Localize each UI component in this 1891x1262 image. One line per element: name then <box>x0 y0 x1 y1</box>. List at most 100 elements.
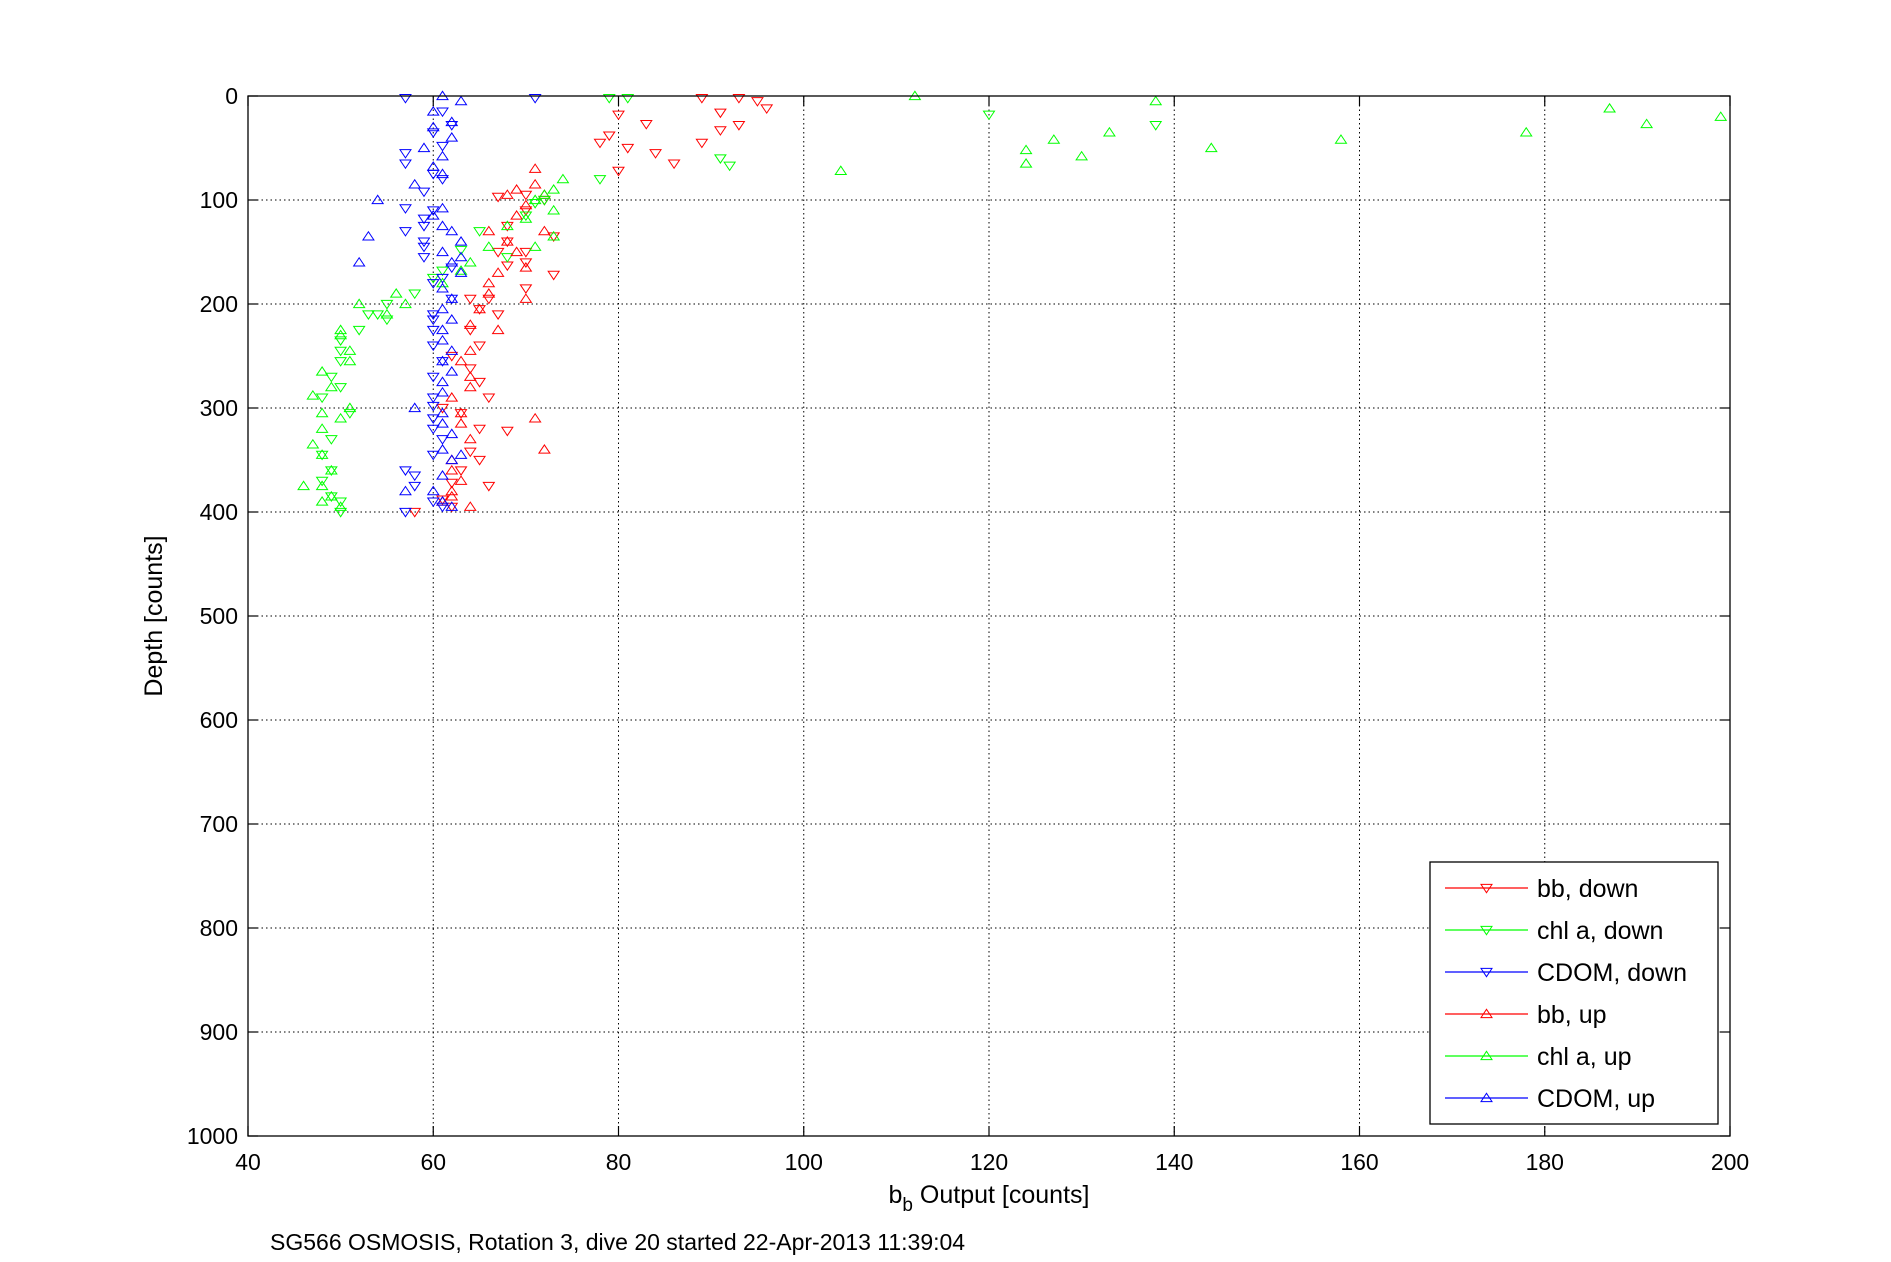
data-point <box>612 110 625 121</box>
data-point <box>343 345 357 355</box>
data-point <box>713 154 727 164</box>
data-point <box>445 478 459 489</box>
data-point <box>436 376 449 387</box>
x-tick-label: 140 <box>1155 1149 1193 1175</box>
x-tick-label: 120 <box>970 1149 1008 1175</box>
data-point <box>519 213 533 223</box>
data-point <box>1519 126 1533 137</box>
data-point <box>445 464 459 475</box>
data-point <box>352 298 366 309</box>
data-point <box>334 357 348 367</box>
data-point <box>454 449 468 459</box>
legend-marker <box>1480 925 1493 936</box>
data-point <box>399 204 412 214</box>
data-point <box>482 241 496 251</box>
data-point <box>334 329 348 340</box>
data-point <box>315 480 329 491</box>
y-tick-label: 900 <box>200 1019 238 1045</box>
data-point <box>454 475 468 485</box>
data-point <box>334 497 348 508</box>
y-tick-label: 600 <box>200 707 238 733</box>
data-point <box>352 256 366 267</box>
data-point <box>445 351 459 362</box>
legend-marker <box>1480 967 1493 978</box>
data-point <box>834 165 848 175</box>
data-point <box>482 288 496 298</box>
data-point <box>436 150 449 161</box>
data-point <box>463 294 477 305</box>
data-point <box>426 485 440 496</box>
data-point <box>324 466 338 476</box>
data-point <box>426 414 440 424</box>
data-point <box>454 409 468 419</box>
data-point <box>519 262 533 272</box>
data-point <box>343 402 357 413</box>
data-point <box>324 435 338 445</box>
data-point <box>695 94 709 104</box>
data-point <box>389 288 403 298</box>
data-point <box>436 168 449 179</box>
data-point <box>519 247 533 258</box>
data-point <box>463 325 477 336</box>
data-point <box>454 245 468 256</box>
y-tick-label: 500 <box>200 603 238 629</box>
data-point <box>537 225 551 236</box>
data-point <box>445 294 459 305</box>
data-point <box>306 438 320 449</box>
data-point <box>473 305 486 315</box>
data-point <box>982 110 996 121</box>
data-point <box>343 409 357 419</box>
x-tick-label: 100 <box>785 1149 823 1175</box>
data-point <box>454 355 468 366</box>
data-point <box>445 501 459 511</box>
data-point <box>324 381 338 392</box>
data-point <box>732 121 746 131</box>
data-point <box>510 184 524 194</box>
series <box>315 94 1163 518</box>
data-point <box>445 293 459 303</box>
data-point <box>482 393 496 404</box>
data-point <box>426 273 440 284</box>
data-point <box>343 355 357 366</box>
data-point <box>297 480 311 491</box>
data-point <box>537 189 551 199</box>
data-point <box>426 497 440 508</box>
x-axis-label-subscript: b <box>902 1195 913 1216</box>
x-axis-label-base: b <box>889 1181 903 1209</box>
data-point <box>751 97 764 107</box>
data-point <box>556 173 570 184</box>
data-point <box>436 334 449 345</box>
y-axis-label: Depth [counts] <box>140 535 168 696</box>
chart-caption: SG566 OSMOSIS, Rotation 3, dive 20 start… <box>270 1229 965 1255</box>
data-point <box>445 116 459 127</box>
data-point <box>463 256 477 267</box>
data-point <box>454 267 468 277</box>
data-point <box>528 194 542 205</box>
data-point <box>519 211 533 222</box>
y-tick-label: 300 <box>200 395 238 421</box>
data-point <box>436 202 449 213</box>
legend-label: chl a, up <box>1537 1043 1632 1071</box>
data-point <box>1019 144 1033 155</box>
data-point <box>445 490 459 501</box>
data-point <box>436 303 449 314</box>
data-point <box>334 383 348 393</box>
data-point <box>713 108 727 119</box>
data-point <box>436 355 449 366</box>
legend-label: CDOM, up <box>1537 1085 1655 1113</box>
data-point <box>639 120 653 130</box>
data-point <box>500 220 514 231</box>
data-point <box>1019 158 1033 168</box>
data-point <box>491 247 505 258</box>
data-point <box>399 507 412 518</box>
data-point <box>436 273 449 284</box>
data-point <box>547 270 561 281</box>
data-point <box>426 106 440 116</box>
data-point <box>399 149 412 159</box>
data-point <box>463 364 477 375</box>
data-point <box>454 95 468 106</box>
data-point <box>445 132 459 142</box>
data-point <box>1714 111 1728 121</box>
data-point <box>324 464 338 475</box>
data-point <box>602 94 616 104</box>
